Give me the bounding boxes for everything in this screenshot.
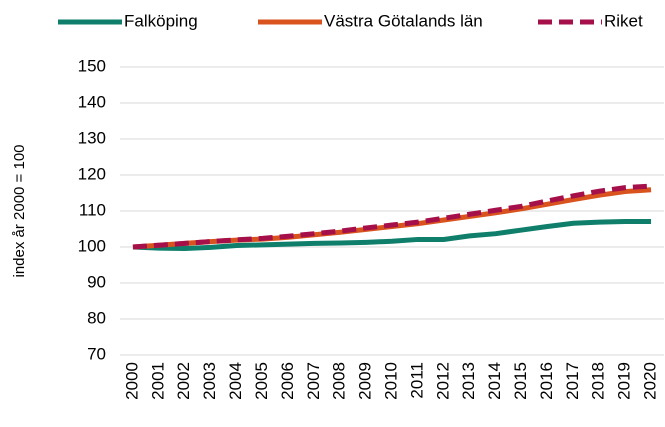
x-tick-label: 2011	[407, 362, 426, 399]
x-tick-label: 2004	[226, 362, 245, 400]
x-tick-label: 2006	[278, 362, 297, 400]
y-tick-label: 90	[87, 272, 106, 291]
x-tick-label: 2005	[252, 362, 271, 400]
y-tick-label: 150	[78, 56, 106, 75]
x-tick-label: 2018	[589, 362, 608, 400]
x-tick-label: 2010	[381, 362, 400, 400]
x-tick-label: 2019	[615, 362, 634, 400]
y-tick-label: 140	[78, 92, 106, 111]
legend-label: Falköping	[124, 11, 198, 30]
x-tick-label: 2009	[356, 362, 375, 400]
x-tick-label: 2017	[563, 362, 582, 400]
y-tick-label: 100	[78, 236, 106, 255]
legend-label: Riket	[604, 11, 643, 30]
y-tick-label: 120	[78, 164, 106, 183]
series-line	[132, 183, 652, 250]
x-tick-label: 2020	[641, 362, 660, 400]
legend-label: Västra Götalands län	[324, 11, 483, 30]
y-tick-label: 70	[87, 344, 106, 363]
x-tick-label: 2014	[485, 362, 504, 400]
y-tick-label: 130	[78, 128, 106, 147]
x-tick-label: 2001	[148, 362, 167, 400]
x-tick-label: 2015	[511, 362, 530, 400]
x-tick-label: 2002	[174, 362, 193, 400]
x-tick-label: 2003	[200, 362, 219, 400]
x-tick-label: 2012	[433, 362, 452, 400]
x-tick-label: 2016	[537, 362, 556, 400]
series-line	[132, 218, 652, 251]
x-tick-label: 2000	[122, 362, 141, 400]
y-tick-label: 80	[87, 308, 106, 327]
x-tick-label: 2007	[304, 362, 323, 400]
y-tick-label: 110	[79, 200, 106, 219]
y-axis-label: index år 2000 = 100	[11, 144, 28, 277]
x-tick-label: 2013	[459, 362, 478, 400]
x-tick-label: 2008	[330, 362, 349, 400]
